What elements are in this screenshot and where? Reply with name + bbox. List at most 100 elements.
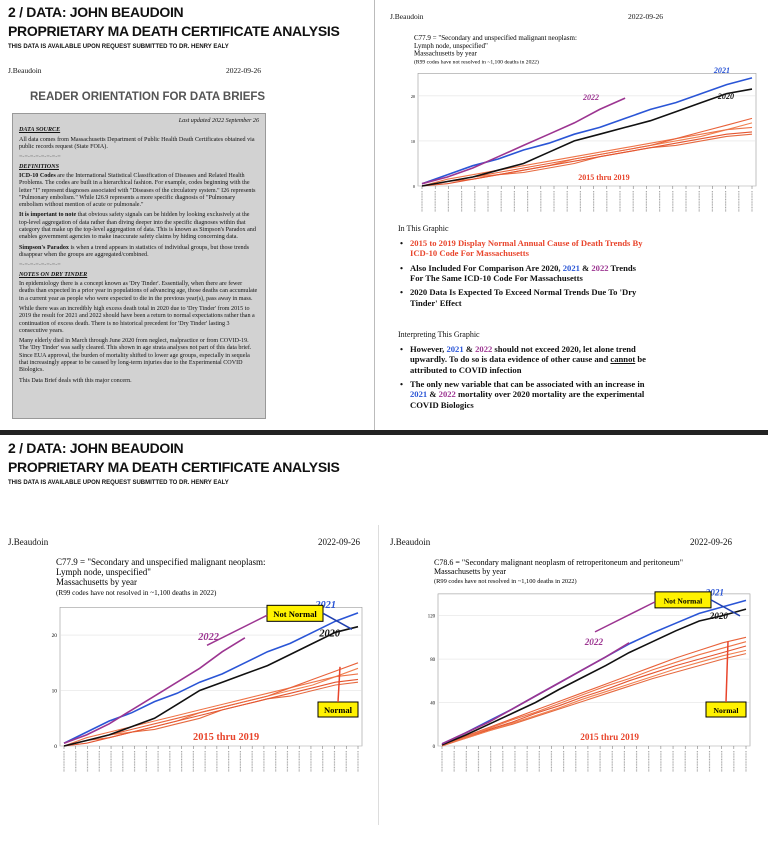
y-tick-label: 80: [430, 658, 435, 663]
chart-note: C77.9 = "Secondary and unspecified malig…: [56, 557, 265, 567]
paragraph: Many elderly died in March through June …: [19, 338, 259, 375]
series-line: [421, 131, 753, 187]
y-tick-label: 20: [52, 633, 58, 639]
section-title: DEFINITIONS: [19, 163, 59, 170]
callout-text: Normal: [324, 705, 353, 715]
text-run: 2021: [446, 344, 464, 354]
bullets-heading: In This Graphic: [398, 224, 449, 233]
updated-note: Last updated 2022 September 26: [178, 118, 259, 124]
bullet-list: However, 2021 & 2022 should not exceed 2…: [398, 344, 650, 414]
callout-arrow: [337, 666, 341, 703]
y-tick-label: 0: [433, 745, 436, 750]
period-label: 2015 thru 2019: [580, 732, 639, 742]
series-label: 2021: [314, 600, 336, 611]
y-tick-label: 10: [52, 689, 58, 695]
text-run: are the International Statistical Classi…: [19, 172, 256, 209]
callout-arrow: [594, 601, 656, 633]
header-title: 2 / DATA: JOHN BEAUDOIN: [8, 4, 184, 20]
period-label: 2015 thru 2019: [578, 173, 629, 182]
header-title: PROPRIETARY MA DEATH CERTIFICATE ANALYSI…: [8, 23, 340, 39]
series-line: [441, 636, 747, 746]
series-line: [63, 678, 359, 747]
separator: =-=-=-=-=-=-=-=: [19, 262, 61, 269]
callout-arrow: [710, 599, 741, 617]
bullet: 2020 Data Is Expected To Exceed Normal T…: [398, 287, 650, 308]
text-run: 2022: [475, 344, 493, 354]
author: J.Beaudoin: [390, 12, 424, 21]
author: J.Beaudoin: [8, 537, 49, 547]
separator: =-=-=-=-=-=-=-=: [19, 154, 61, 161]
bullet: Also Included For Comparison Are 2020, 2…: [398, 263, 650, 284]
date: 2022-09-26: [628, 12, 663, 21]
top-divider: [374, 0, 375, 430]
series-line: [421, 88, 753, 187]
chart-note: (R99 codes have not resolved in ~1,100 d…: [434, 578, 577, 585]
series-line: [63, 625, 359, 747]
series-line: [441, 642, 630, 745]
paragraph: It is important to note that obvious saf…: [19, 212, 259, 241]
y-tick-label: 120: [428, 615, 436, 620]
series-line: [63, 673, 359, 747]
chart-note: Massachusetts by year: [414, 50, 478, 58]
y-tick-label: 10: [411, 139, 415, 144]
text-run: &: [427, 389, 439, 400]
chart-note: (R99 codes have not resolved in ~1,100 d…: [414, 59, 539, 66]
series-line: [441, 641, 747, 746]
bullets-heading: Interpreting This Graphic: [398, 330, 480, 339]
text-run: 2021: [410, 389, 428, 400]
bottom-divider: [378, 525, 379, 825]
text-run: &: [463, 344, 476, 354]
series-label: 2022: [197, 632, 219, 643]
text-run: Simpson's Paradox: [19, 244, 69, 251]
series-line: [441, 608, 747, 746]
paragraph: ICD-10 Codes are the International Stati…: [19, 173, 259, 210]
paragraph: While there was an incredibly high exces…: [19, 306, 259, 335]
paragraph: In epidemiology there is a concept known…: [19, 281, 259, 303]
text-run: 2022: [438, 389, 456, 400]
chart: C77.9 = "Secondary and unspecified malig…: [411, 34, 757, 212]
bullet: The only new variable that can be associ…: [398, 379, 650, 410]
heading: READER ORIENTATION FOR DATA BRIEFS: [30, 91, 266, 103]
series-line: [421, 126, 753, 187]
text-run: All data comes from Massachusetts Depart…: [19, 136, 255, 150]
series-line: [63, 612, 359, 744]
series-label: 2022: [582, 93, 599, 102]
series-label: 2020: [318, 629, 340, 640]
text-run: While there was an incredibly high exces…: [19, 305, 255, 334]
text-run: 2022: [591, 262, 609, 273]
text-run: This Data Brief deals with this major co…: [19, 377, 132, 384]
bullet: 2015 to 2019 Display Normal Annual Cause…: [398, 238, 650, 259]
chart-note: Lymph node, unspecified": [414, 42, 488, 50]
author: J.Beaudoin: [390, 537, 431, 547]
callout-arrow: [322, 612, 353, 630]
date: 2022-09-26: [318, 537, 360, 547]
series-label: 2020: [709, 611, 729, 621]
text-run: &: [579, 262, 592, 273]
callout-arrow: [725, 641, 729, 703]
callout-arrow: [206, 614, 268, 646]
callout-text: Normal: [714, 706, 739, 715]
chart-note: Lymph node, unspecified": [56, 567, 151, 577]
text-run: Trends For The Same ICD-10 Code For Mass…: [410, 262, 637, 283]
chart-note: C77.9 = "Secondary and unspecified malig…: [414, 34, 577, 42]
text-run: ICD-10 Codes: [19, 172, 56, 179]
chart: C78.6 = "Secondary malignant neoplasm of…: [428, 558, 751, 772]
section-title: NOTES ON DRY TINDER: [19, 271, 88, 278]
header-subtitle: THIS DATA IS AVAILABLE UPON REQUEST SUBM…: [8, 480, 229, 486]
text-run: be attributed to COVID infection: [410, 354, 646, 375]
author: J.Beaudoin: [8, 66, 42, 75]
series-line: [441, 645, 747, 746]
series-line: [63, 637, 246, 744]
chart-note: Massachusetts by year: [434, 567, 506, 576]
y-tick-label: 20: [411, 94, 415, 99]
series-label: 2020: [717, 92, 734, 101]
chart: C77.9 = "Secondary and unspecified malig…: [52, 557, 363, 772]
series-line: [421, 97, 626, 185]
text-run: Also Included For Comparison Are 2020,: [410, 262, 563, 273]
chart-note: Massachusetts by year: [56, 577, 137, 587]
text-run: is when a trend appears in statistics of…: [19, 244, 250, 258]
series-label: 2021: [713, 66, 730, 75]
y-tick-label: 40: [430, 702, 435, 707]
bullet: However, 2021 & 2022 should not exceed 2…: [398, 344, 650, 375]
